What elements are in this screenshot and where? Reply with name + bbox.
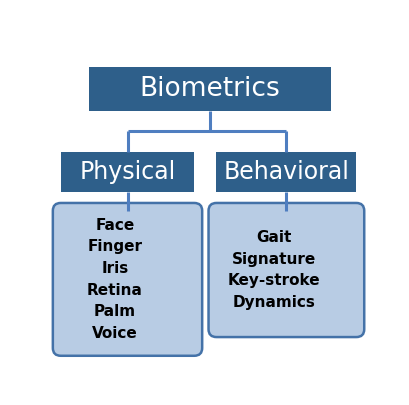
- Bar: [89, 67, 330, 111]
- Bar: [61, 151, 194, 192]
- FancyBboxPatch shape: [208, 203, 363, 337]
- Text: Biometrics: Biometrics: [139, 76, 280, 102]
- Bar: [216, 151, 355, 192]
- Text: Gait
Signature
Key-stroke
Dynamics: Gait Signature Key-stroke Dynamics: [227, 230, 319, 310]
- Text: Face
Finger
Iris
Retina
Palm
Voice: Face Finger Iris Retina Palm Voice: [87, 218, 142, 341]
- Text: Physical: Physical: [79, 160, 175, 184]
- Text: Behavioral: Behavioral: [223, 160, 348, 184]
- FancyBboxPatch shape: [53, 203, 202, 356]
